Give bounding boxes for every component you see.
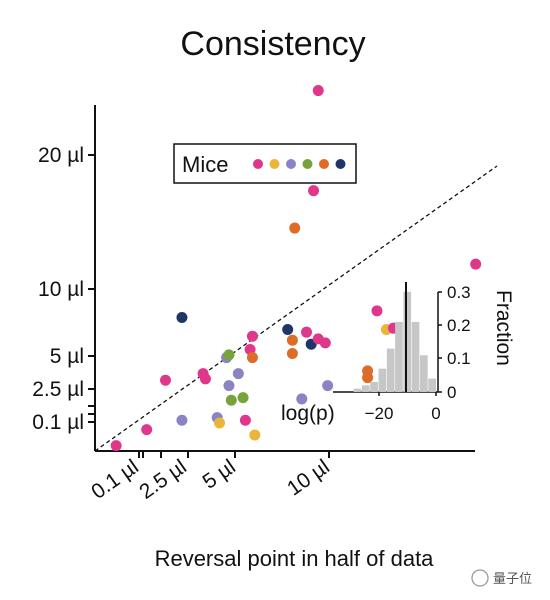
legend-swatch <box>319 159 329 169</box>
scatter-point <box>282 324 294 336</box>
y-tick-label-20: 20 µl <box>38 144 84 167</box>
watermark: 量子位 <box>471 569 532 587</box>
scatter-point <box>301 326 312 338</box>
watermark-text: 量子位 <box>493 571 532 586</box>
legend-label: Mice <box>182 152 228 177</box>
scatter-point <box>214 417 226 429</box>
inset-bar <box>411 321 420 392</box>
y-tick-label-2.5: 2.5 µl <box>32 378 84 401</box>
scatter-point <box>249 429 261 441</box>
legend-swatch <box>286 159 296 169</box>
inset-y-tick-label-0: 0 <box>447 383 456 402</box>
scatter-point <box>223 349 235 361</box>
scatter-point <box>232 368 244 380</box>
identity-line <box>94 165 498 452</box>
scatter-point <box>141 424 153 436</box>
legend: Mice <box>173 143 357 184</box>
scatter-point <box>296 393 308 405</box>
scatter-point <box>176 312 188 323</box>
scatter-point <box>371 305 383 317</box>
scatter-point <box>176 414 188 426</box>
legend-swatch <box>269 159 280 169</box>
inset-histogram: 0 0.1 0.2 0.3 −20 0 log(p) Fraction <box>281 282 515 425</box>
scatter-point <box>289 222 301 234</box>
inset-bar <box>428 378 436 392</box>
legend-swatch <box>302 159 313 169</box>
inset-bar <box>353 388 362 392</box>
inset-x-tick-label-m20: −20 <box>365 404 394 423</box>
scatter-point <box>286 334 298 346</box>
scatter-point <box>319 337 331 349</box>
y-tick-label-5: 5 µl <box>50 345 84 368</box>
inset-bar <box>403 291 412 392</box>
scatter-point <box>199 373 211 385</box>
y-tick-label-0.1: 0.1 µl <box>32 411 84 434</box>
inset-bar <box>395 321 403 392</box>
inset-x-label: log(p) <box>281 402 335 425</box>
scatter-point <box>362 365 374 377</box>
inset-y-tick-label-0.1: 0.1 <box>447 349 471 368</box>
chart-title: Consistency <box>180 25 365 63</box>
scatter-point <box>308 185 320 197</box>
y-tick-label-10: 10 µl <box>38 278 84 301</box>
inset-bar <box>370 381 378 392</box>
scatter-point <box>239 414 251 426</box>
scatter-point <box>312 85 324 97</box>
inset-y-label: Fraction <box>492 290 515 366</box>
scatter-point <box>246 352 258 364</box>
inset-bar <box>361 385 370 392</box>
scatter-point <box>322 380 334 392</box>
scatter-points <box>110 85 482 452</box>
scatter-point <box>110 440 122 452</box>
y-tick-marks <box>88 154 95 423</box>
x-tick-label-0.1: 0.1 µl <box>87 455 143 504</box>
x-tick-label-10: 10 µl <box>283 455 334 500</box>
x-tick-label-5: 5 µl <box>199 455 240 494</box>
scatter-point <box>286 348 298 360</box>
x-tick-label-2.5: 2.5 µl <box>135 455 191 504</box>
inset-bar <box>386 348 395 392</box>
inset-x-tick-label-0: 0 <box>431 404 440 423</box>
legend-swatch <box>335 159 346 169</box>
inset-bar <box>420 355 428 392</box>
scatter-point <box>160 374 171 386</box>
scatter-point <box>470 258 482 270</box>
x-tick-marks <box>138 451 330 458</box>
inset-y-tick-label-0.2: 0.2 <box>447 316 471 335</box>
scatter-point <box>246 330 258 342</box>
inset-bars <box>353 291 436 392</box>
legend-swatches <box>253 159 346 169</box>
scatter-point <box>225 394 237 406</box>
inset-bar <box>378 368 387 392</box>
x-axis-label: Reversal point in half of data <box>155 546 435 571</box>
scatter-point <box>223 380 235 392</box>
inset-y-tick-label-0.3: 0.3 <box>447 283 471 302</box>
scatter-point <box>237 392 249 404</box>
legend-swatch <box>253 159 263 169</box>
watermark-logo-icon <box>471 569 489 587</box>
